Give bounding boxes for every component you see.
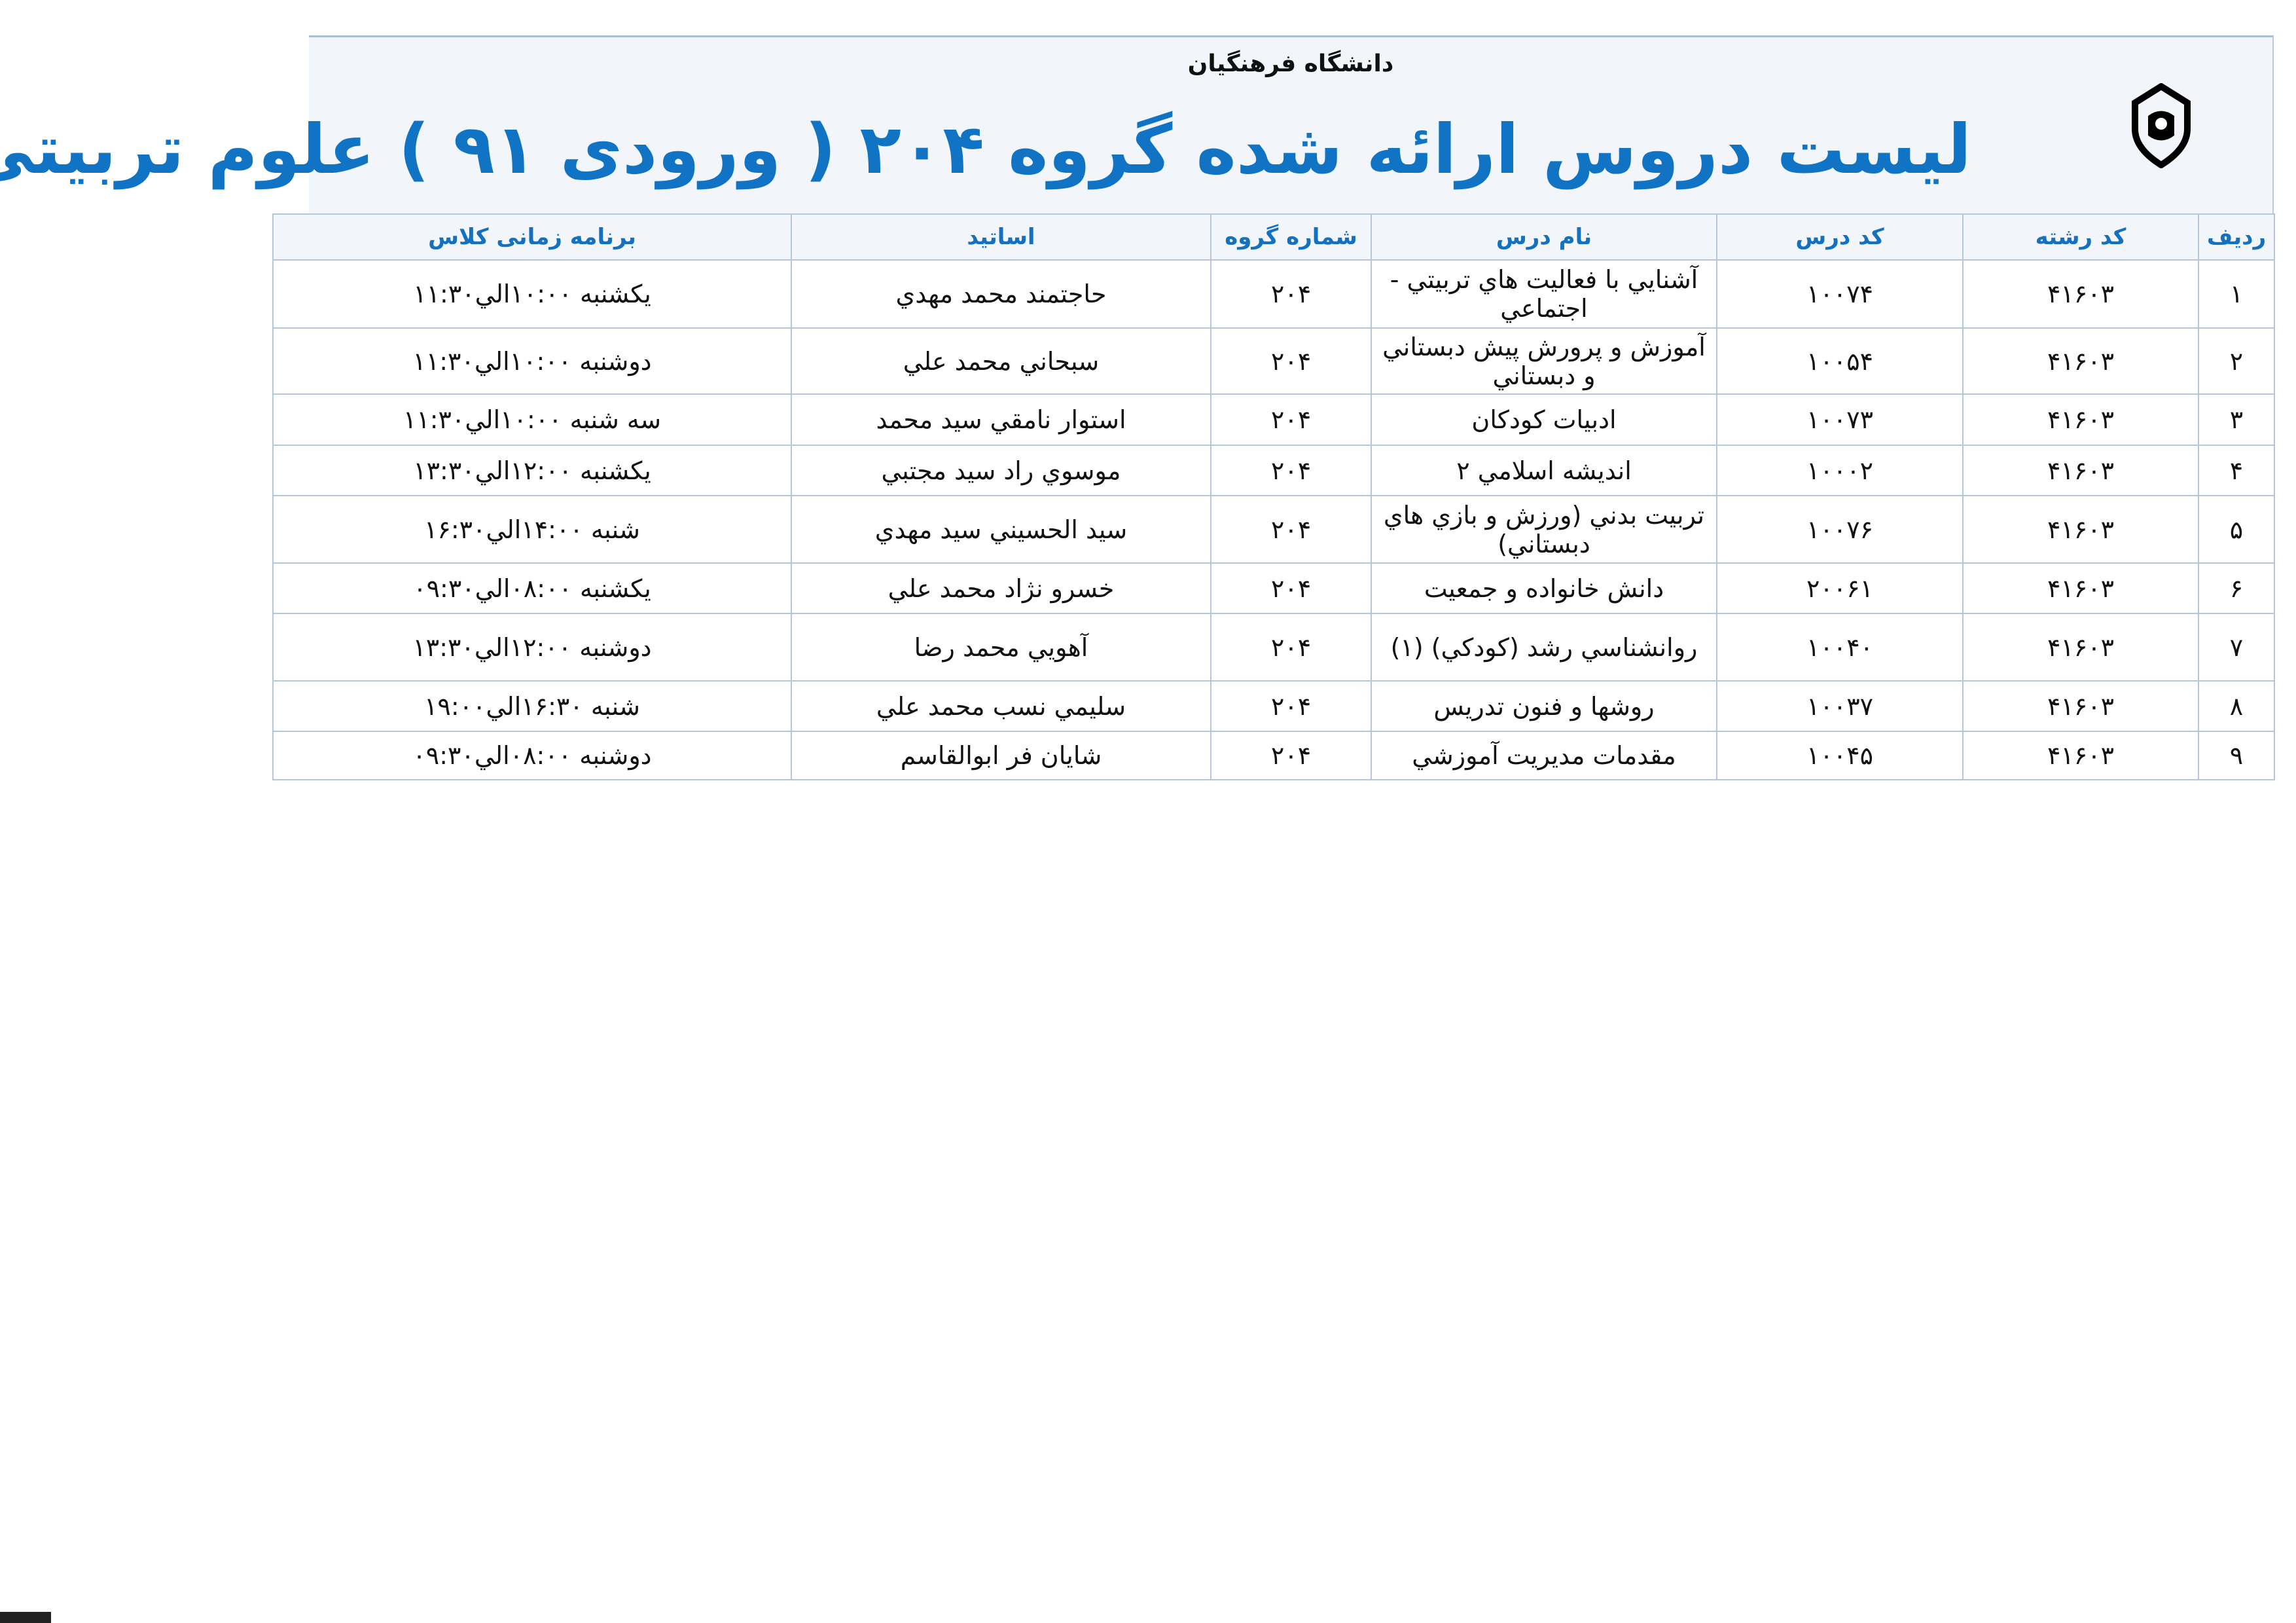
cell-row-number: ۱ (2198, 259, 2275, 329)
cell-row-number: ۹ (2198, 731, 2275, 780)
table-row: ۴ ۴۱۶۰۳ ۱۰۰۰۲ انديشه اسلامي ۲ ۲۰۴ موسوي راد س… (272, 445, 2275, 496)
cell-course-name: روشها و فنون تدريس (1371, 680, 1717, 732)
page-title: لیست دروس ارائه شده گروه ۲۰۴ ( ورودی ۹۱ … (0, 109, 1971, 189)
cell-course-code: ۱۰۰۰۲ (1716, 445, 1964, 496)
column-header-instructor: اساتید (791, 213, 1211, 261)
column-header-field-code: کد رشته (1962, 213, 2199, 261)
table-row: ۷ ۴۱۶۰۳ ۱۰۰۴۰ روانشناسي رشد (كودكي) (۱) ۲۰۴ آ… (272, 613, 2275, 682)
cell-course-code: ۱۰۰۷۳ (1716, 393, 1964, 446)
cell-field-code: ۴۱۶۰۳ (1962, 495, 2199, 564)
cell-class-schedule: يكشنبه ۱۰:۰۰الي۱۱:۳۰ (272, 259, 792, 329)
cell-class-schedule: شنبه ۱۶:۳۰الي۱۹:۰۰ (272, 680, 792, 732)
cell-course-code: ۱۰۰۳۷ (1716, 680, 1964, 732)
cell-course-name: تربيت بدني (ورزش و بازي هاي دبستاني) (1371, 495, 1717, 564)
cell-instructor: حاجتمند محمد مهدي (791, 259, 1211, 329)
cell-class-schedule: سه شنبه ۱۰:۰۰الي۱۱:۳۰ (272, 393, 792, 446)
cell-instructor: شايان فر ابوالقاسم (791, 731, 1211, 780)
cell-row-number: ۶ (2198, 562, 2275, 614)
cell-instructor: سبحاني محمد علي (791, 327, 1211, 395)
cell-instructor: خسرو نژاد محمد علي (791, 562, 1211, 614)
cell-field-code: ۴۱۶۰۳ (1962, 393, 2199, 446)
cell-group-number: ۲۰۴ (1210, 327, 1372, 395)
cell-course-code: ۱۰۰۵۴ (1716, 327, 1964, 395)
table-row: ۲ ۴۱۶۰۳ ۱۰۰۵۴ آموزش و پرورش پيش دبستاني و د… (272, 327, 2275, 395)
cell-group-number: ۲۰۴ (1210, 495, 1372, 564)
cell-course-code: ۲۰۰۶۱ (1716, 562, 1964, 614)
cell-course-code: ۱۰۰۴۵ (1716, 731, 1964, 780)
watermark (0, 1612, 51, 1623)
cell-instructor: استوار نامقي سيد محمد (791, 393, 1211, 446)
column-header-course-name: نام درس (1371, 213, 1717, 261)
table-row: ۸ ۴۱۶۰۳ ۱۰۰۳۷ روشها و فنون تدريس ۲۰۴ سليمي نس… (272, 680, 2275, 732)
cell-row-number: ۵ (2198, 495, 2275, 564)
table-row: ۶ ۴۱۶۰۳ ۲۰۰۶۱ دانش خانواده و جمعيت ۲۰۴ خسرو ن… (272, 562, 2275, 614)
cell-field-code: ۴۱۶۰۳ (1962, 731, 2199, 780)
cell-group-number: ۲۰۴ (1210, 562, 1372, 614)
cell-class-schedule: شنبه ۱۴:۰۰الي۱۶:۳۰ (272, 495, 792, 564)
cell-group-number: ۲۰۴ (1210, 445, 1372, 496)
table-row: ۹ ۴۱۶۰۳ ۱۰۰۴۵ مقدمات مديريت آموزشي ۲۰۴ شايان … (272, 731, 2275, 780)
cell-course-name: انديشه اسلامي ۲ (1371, 445, 1717, 496)
cell-group-number: ۲۰۴ (1210, 680, 1372, 732)
cell-class-schedule: دوشنبه ۱۲:۰۰الي۱۳:۳۰ (272, 613, 792, 682)
column-header-course-code: کد درس (1716, 213, 1964, 261)
cell-row-number: ۲ (2198, 327, 2275, 395)
cell-field-code: ۴۱۶۰۳ (1962, 445, 2199, 496)
cell-course-name: آشنايي با فعاليت هاي تربيتي - اجتماعي (1371, 259, 1717, 329)
cell-course-code: ۱۰۰۴۰ (1716, 613, 1964, 682)
table-row: ۵ ۴۱۶۰۳ ۱۰۰۷۶ تربيت بدني (ورزش و بازي هاي د… (272, 495, 2275, 564)
cell-course-name: آموزش و پرورش پيش دبستاني و دبستاني (1371, 327, 1717, 395)
cell-group-number: ۲۰۴ (1210, 731, 1372, 780)
cell-course-name: ادبيات كودكان (1371, 393, 1717, 446)
courses-table: ردیف کد رشته کد درس نام درس شماره گروه اساتید… (272, 213, 2275, 780)
cell-class-schedule: يكشنبه ۰۸:۰۰الي۰۹:۳۰ (272, 562, 792, 614)
cell-field-code: ۴۱۶۰۳ (1962, 613, 2199, 682)
cell-group-number: ۲۰۴ (1210, 259, 1372, 329)
cell-class-schedule: دوشنبه ۱۰:۰۰الي۱۱:۳۰ (272, 327, 792, 395)
cell-field-code: ۴۱۶۰۳ (1962, 562, 2199, 614)
cell-class-schedule: يكشنبه ۱۲:۰۰الي۱۳:۳۰ (272, 445, 792, 496)
table-row: ۱ ۴۱۶۰۳ ۱۰۰۷۴ آشنايي با فعاليت هاي تربيتي -… (272, 259, 2275, 329)
column-header-class-schedule: برنامه زمانی کلاس (272, 213, 792, 261)
cell-row-number: ۴ (2198, 445, 2275, 496)
cell-field-code: ۴۱۶۰۳ (1962, 327, 2199, 395)
cell-course-code: ۱۰۰۷۶ (1716, 495, 1964, 564)
cell-field-code: ۴۱۶۰۳ (1962, 680, 2199, 732)
page-header: دانشگاه فرهنگیان لیست دروس ارائه شده گرو… (0, 35, 2274, 213)
university-name: دانشگاه فرهنگیان (1187, 50, 1394, 77)
cell-row-number: ۳ (2198, 393, 2275, 446)
cell-row-number: ۸ (2198, 680, 2275, 732)
cell-course-name: روانشناسي رشد (كودكي) (۱) (1371, 613, 1717, 682)
cell-instructor: سليمي نسب محمد علي (791, 680, 1211, 732)
column-header-group-number: شماره گروه (1210, 213, 1372, 261)
cell-instructor: آهويي محمد رضا (791, 613, 1211, 682)
cell-row-number: ۷ (2198, 613, 2275, 682)
table-header-row: ردیف کد رشته کد درس نام درس شماره گروه اساتید… (272, 213, 2275, 261)
cell-group-number: ۲۰۴ (1210, 613, 1372, 682)
cell-course-name: دانش خانواده و جمعيت (1371, 562, 1717, 614)
cell-course-code: ۱۰۰۷۴ (1716, 259, 1964, 329)
cell-instructor: موسوي راد سيد مجتبي (791, 445, 1211, 496)
cell-class-schedule: دوشنبه ۰۸:۰۰الي۰۹:۳۰ (272, 731, 792, 780)
cell-instructor: سيد الحسيني سيد مهدي (791, 495, 1211, 564)
table-row: ۳ ۴۱۶۰۳ ۱۰۰۷۳ ادبيات كودكان ۲۰۴ استوار نامقي … (272, 393, 2275, 446)
column-header-row-number: ردیف (2198, 213, 2275, 261)
university-logo-icon (2132, 83, 2191, 168)
cell-group-number: ۲۰۴ (1210, 393, 1372, 446)
cell-course-name: مقدمات مديريت آموزشي (1371, 731, 1717, 780)
cell-field-code: ۴۱۶۰۳ (1962, 259, 2199, 329)
